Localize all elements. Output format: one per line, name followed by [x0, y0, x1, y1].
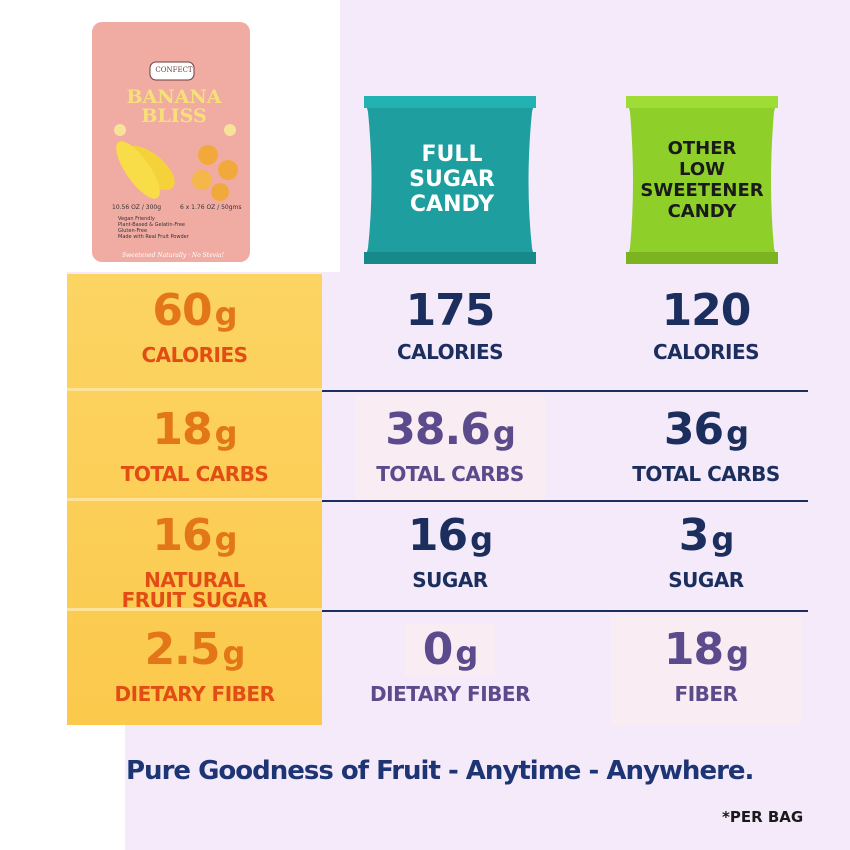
size: 10.56 OZ / 300g: [112, 204, 162, 211]
amount-wrap: 38.6g: [367, 404, 532, 455]
amount-wrap: 16g: [407, 510, 493, 561]
amount-wrap: 16g: [152, 510, 238, 561]
amount-wrap: 175: [405, 285, 496, 336]
amount: 0g: [322, 624, 578, 678]
margin: [0, 725, 125, 850]
amount: 36g: [578, 405, 834, 458]
amount-wrap: 2.5g: [144, 624, 246, 675]
cell: 0g DIETARY FIBER: [322, 615, 578, 725]
cell: 38.6g TOTAL CARBS: [322, 395, 578, 500]
product-name: BANANA BLISS: [126, 86, 222, 127]
amount: 16g: [67, 511, 322, 564]
amount-wrap: 36g: [663, 404, 749, 455]
amount-unit: g: [455, 634, 478, 672]
product-name: FULL SUGAR CANDY: [409, 142, 495, 217]
cell: 175 CALORIES: [322, 280, 578, 390]
cell: 18g FIBER: [578, 615, 834, 725]
amount: 16g: [322, 511, 578, 564]
row-divider: [322, 610, 808, 612]
label: NATURAL FRUIT SUGAR: [121, 568, 268, 612]
amount: 3g: [578, 511, 834, 564]
amount: 120: [578, 286, 834, 336]
product-bag: [92, 22, 250, 262]
label: CALORIES: [652, 340, 760, 364]
amount-value: 0: [422, 624, 454, 675]
label: CALORIES: [396, 340, 504, 364]
footnote: *PER BAG: [722, 808, 804, 826]
amount-value: 16: [152, 510, 212, 561]
amount-wrap: 18g: [152, 404, 238, 455]
product-bag: [626, 96, 778, 264]
amount-value: 18: [663, 624, 724, 675]
product-bag: [364, 96, 536, 264]
pack: 6 x 1.76 OZ / 50gms: [180, 204, 242, 211]
amount-unit: g: [214, 520, 238, 558]
amount-value: 2.5: [144, 624, 221, 675]
amount-value: 18: [152, 404, 212, 455]
feature: Made with Real Fruit Powder: [118, 234, 189, 240]
cell: 60g CALORIES: [67, 280, 322, 390]
label: FIBER: [674, 682, 738, 706]
amount-unit: g: [214, 295, 238, 333]
label: DIETARY FIBER: [370, 682, 530, 706]
amount: 175: [322, 286, 578, 336]
row-divider: [67, 498, 322, 501]
amount-unit: g: [492, 414, 516, 452]
amount-value: 3: [678, 510, 710, 561]
feature: Vegan Friendly: [118, 216, 155, 222]
amount-unit: g: [214, 414, 238, 452]
amount: 60g: [67, 286, 322, 339]
amount-value: 16: [407, 510, 468, 561]
amount-unit: g: [726, 634, 749, 672]
amount-wrap: 60g: [152, 285, 238, 336]
brand: CONFECT: [155, 66, 193, 74]
label: SUGAR: [668, 568, 744, 592]
slogan: Pure Goodness of Fruit - Anytime - Anywh…: [126, 756, 754, 786]
amount-unit: g: [470, 520, 493, 558]
feature: Plant-Based & Gelatin-Free: [118, 222, 185, 228]
row-divider: [322, 500, 808, 502]
amount-value: 120: [661, 285, 752, 336]
product-name: OTHER LOW SWEETENER CANDY: [640, 138, 764, 222]
cell: 16g NATURAL FRUIT SUGAR: [67, 505, 322, 612]
tagline: Sweetened Naturally · No Stevia!: [121, 252, 225, 259]
cell: 16g SUGAR: [322, 505, 578, 610]
row-divider: [67, 388, 322, 391]
label: TOTAL CARBS: [632, 462, 780, 486]
amount-wrap: 3g: [678, 510, 735, 561]
amount: 18g: [67, 405, 322, 458]
feature-list: Vegan Friendly Plant-Based & Gelatin-Free…: [118, 216, 189, 240]
amount: 38.6g: [322, 405, 578, 458]
label: DIETARY FIBER: [114, 682, 275, 706]
label: SUGAR: [412, 568, 488, 592]
cell: 36g TOTAL CARBS: [578, 395, 834, 500]
label: TOTAL CARBS: [120, 462, 269, 486]
cell: 2.5g DIETARY FIBER: [67, 615, 322, 725]
amount: 2.5g: [67, 625, 322, 678]
amount-wrap: 18g: [646, 624, 766, 675]
label: TOTAL CARBS: [376, 462, 524, 486]
amount-wrap: 120: [661, 285, 752, 336]
feature: Gluten-Free: [118, 228, 148, 234]
row-divider: [67, 608, 322, 611]
amount-value: 175: [405, 285, 496, 336]
cell: 120 CALORIES: [578, 280, 834, 390]
label: CALORIES: [141, 343, 248, 367]
amount: 18g: [578, 625, 834, 678]
cell: 3g SUGAR: [578, 505, 834, 610]
row-divider: [322, 390, 808, 392]
amount-value: 36: [663, 404, 724, 455]
amount-wrap: 0g: [404, 624, 496, 675]
amount-unit: g: [726, 414, 749, 452]
amount-unit: g: [222, 634, 246, 672]
amount-value: 60: [152, 285, 212, 336]
cell: 18g TOTAL CARBS: [67, 395, 322, 500]
amount-unit: g: [711, 520, 734, 558]
amount-value: 38.6: [385, 404, 491, 455]
